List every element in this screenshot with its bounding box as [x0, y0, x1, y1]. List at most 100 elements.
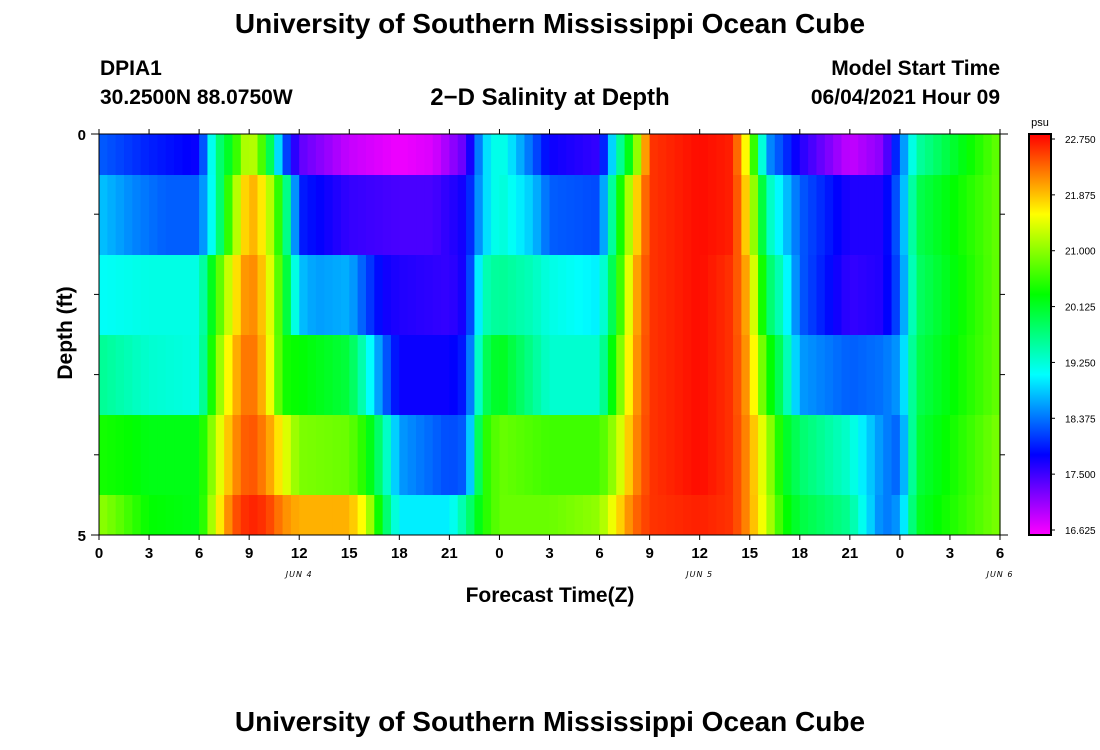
heatmap-cell [432, 415, 442, 495]
heatmap-cell [983, 175, 993, 255]
heatmap-cell [966, 335, 976, 415]
heatmap-cell [332, 335, 342, 415]
heatmap-cell [290, 335, 300, 415]
x-tick-label: 6 [996, 545, 1004, 562]
heatmap-cell [541, 415, 551, 495]
heatmap-cell [599, 255, 609, 335]
heatmap-cell [791, 255, 801, 335]
heatmap-cell [891, 495, 901, 535]
heatmap-cell [632, 415, 642, 495]
heatmap-cell [574, 255, 584, 335]
heatmap-cell [657, 255, 667, 335]
colorbar-tick-label: 20.125 [1065, 303, 1096, 314]
heatmap-cell [474, 255, 484, 335]
heatmap-cell [841, 255, 851, 335]
heatmap-cell [641, 415, 651, 495]
heatmap-cell [591, 255, 601, 335]
heatmap-cell [799, 134, 809, 175]
heatmap-cell [232, 255, 242, 335]
heatmap-cell [691, 134, 701, 175]
heatmap-cell [274, 134, 284, 175]
heatmap-cell [466, 134, 476, 175]
heatmap-cell [824, 495, 834, 535]
heatmap-cell [257, 335, 267, 415]
heatmap-cell [499, 415, 509, 495]
heatmap-cell [699, 134, 709, 175]
heatmap-cell [357, 335, 367, 415]
heatmap-cell [357, 175, 367, 255]
heatmap-cell [766, 415, 776, 495]
heatmap-cell [307, 495, 317, 535]
heatmap-cell [574, 175, 584, 255]
heatmap-cell [532, 134, 542, 175]
heatmap-cell [641, 255, 651, 335]
heatmap-cell [466, 255, 476, 335]
heatmap-cell [491, 175, 501, 255]
heatmap-cell [933, 335, 943, 415]
heatmap-cell [849, 415, 859, 495]
heatmap-cell [190, 335, 200, 415]
heatmap-cell [899, 134, 909, 175]
heatmap-cell [124, 335, 133, 415]
heatmap-cell [482, 134, 492, 175]
heatmap-cell [549, 415, 559, 495]
heatmap-cell [858, 134, 868, 175]
heatmap-cell [224, 335, 234, 415]
heatmap-cell [499, 255, 509, 335]
heatmap-cell [582, 415, 592, 495]
heatmap-cell [958, 134, 968, 175]
heatmap-cell [257, 175, 267, 255]
heatmap-cell [741, 134, 751, 175]
heatmap-cell [824, 175, 834, 255]
heatmap-cell [708, 175, 717, 255]
heatmap-cell [783, 255, 793, 335]
heatmap-cell [983, 255, 993, 335]
heatmap-cell [599, 415, 609, 495]
heatmap-cell [457, 415, 467, 495]
heatmap-cell [107, 335, 117, 415]
x-tick-label: 12 [291, 545, 308, 562]
heatmap-cell [265, 415, 275, 495]
heatmap-cell [466, 175, 476, 255]
heatmap-cell [849, 495, 859, 535]
heatmap-cell [290, 415, 300, 495]
heatmap-cell [482, 255, 492, 335]
heatmap-cell [933, 415, 943, 495]
heatmap-cell [958, 415, 968, 495]
heatmap-cell [816, 175, 826, 255]
heatmap-cell [708, 134, 717, 175]
heatmap-cell [474, 335, 484, 415]
heatmap-cell [282, 495, 292, 535]
heatmap-cell [240, 335, 250, 415]
heatmap-cell [240, 415, 250, 495]
heatmap-cell [616, 134, 626, 175]
heatmap-cell [157, 415, 167, 495]
heatmap-cell [432, 335, 442, 415]
heatmap-cell [115, 335, 125, 415]
heatmap-cell [841, 335, 851, 415]
heatmap-cell [632, 175, 642, 255]
heatmap-cell [441, 415, 450, 495]
heatmap-cell [741, 335, 751, 415]
heatmap-cell [232, 415, 242, 495]
heatmap-cell [507, 134, 517, 175]
heatmap-cell [691, 335, 701, 415]
heatmap-cell [432, 495, 442, 535]
heatmap-cell [632, 255, 642, 335]
heatmap-cell [566, 335, 576, 415]
heatmap-cell [332, 175, 342, 255]
heatmap-cell [766, 495, 776, 535]
heatmap-cell [157, 134, 167, 175]
heatmap-cell [249, 415, 259, 495]
heatmap-cell [449, 175, 459, 255]
heatmap-cell [574, 495, 584, 535]
heatmap-cell [491, 255, 501, 335]
heatmap-cell [966, 255, 976, 335]
heatmap-cell [974, 335, 984, 415]
x-tick-label: 6 [195, 545, 203, 562]
heatmap-cell [232, 495, 242, 535]
heatmap-cell [791, 335, 801, 415]
heatmap-cell [107, 134, 117, 175]
heatmap-cell [132, 134, 142, 175]
heatmap-cell [449, 255, 459, 335]
